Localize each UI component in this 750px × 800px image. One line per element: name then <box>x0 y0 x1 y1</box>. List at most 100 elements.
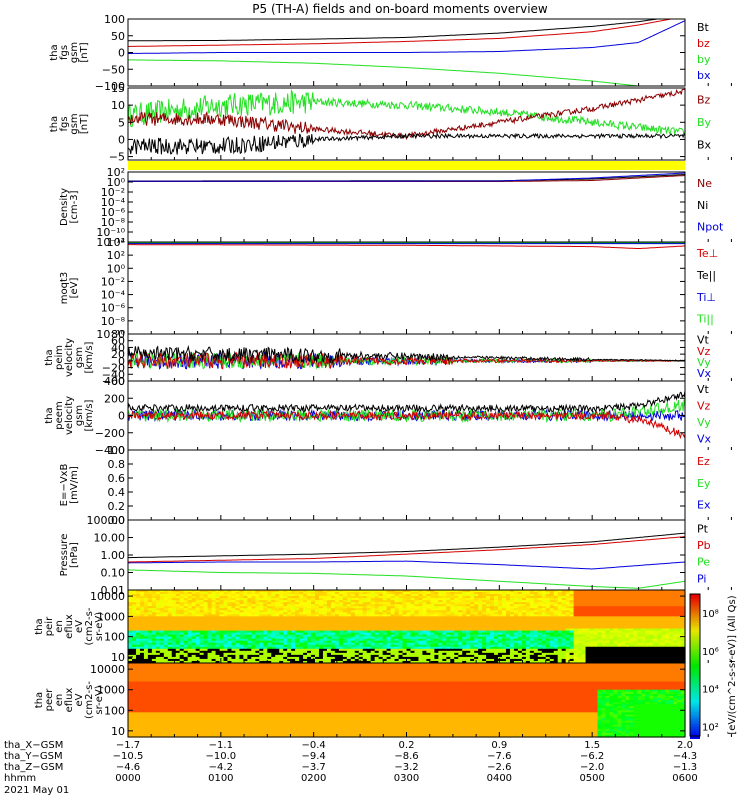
spectrogram-cell <box>167 644 173 648</box>
spectrogram-cell <box>135 652 141 656</box>
spectrogram-cell <box>338 620 344 624</box>
spectrogram-cell <box>434 648 439 652</box>
spectrogram-cell <box>295 620 300 624</box>
spectrogram-cell <box>382 592 388 595</box>
spectrogram-cell <box>187 638 193 642</box>
legend-vx: Vx <box>697 433 712 446</box>
spectrogram-cell <box>203 644 209 648</box>
spectrogram-cell <box>414 590 420 593</box>
spectrogram-cell <box>211 592 217 595</box>
spectrogram-cell <box>267 646 272 650</box>
spectrogram-cell <box>533 644 539 648</box>
spectrogram-cell <box>283 616 288 619</box>
spectrogram-cell <box>442 624 447 628</box>
spectrogram-cell <box>330 644 336 648</box>
panel-density: 10²10⁰10⁻²10⁻⁴10⁻⁶10⁻⁸10⁻¹⁰10⁻¹²Density[… <box>59 166 732 249</box>
spectrogram-cell <box>537 628 543 632</box>
spectrogram-cell <box>374 608 380 611</box>
spectrogram-cell <box>505 648 511 652</box>
spectrogram-cell <box>653 642 658 646</box>
spectrogram-cell <box>657 596 662 599</box>
spectrogram-cell <box>299 600 304 603</box>
spectrogram-cell <box>410 638 416 642</box>
spectrogram-cell <box>494 652 499 656</box>
spectrogram-cell <box>657 628 662 632</box>
spectrogram-cell <box>517 632 523 636</box>
spectrogram-cell <box>517 640 523 644</box>
spectrogram-cell <box>501 618 507 622</box>
spectrogram-cell <box>557 620 563 624</box>
spectrogram-cell <box>187 634 193 638</box>
series-Npot <box>127 172 686 182</box>
spectrogram-cell <box>402 610 408 613</box>
spectrogram-cell <box>291 616 296 619</box>
spectrogram-cell <box>641 590 646 593</box>
legend-ex: Ex <box>697 499 711 512</box>
spectrogram-cell <box>649 636 654 640</box>
spectrogram-cell <box>482 600 487 603</box>
spectrogram-cell <box>382 604 388 607</box>
spectrogram-cell <box>279 606 284 609</box>
spectrogram-cell <box>609 646 614 650</box>
spectrogram-cell <box>681 616 686 619</box>
spectrogram-cell <box>418 612 424 615</box>
spectrogram-cell <box>235 598 240 601</box>
spectrogram-cell <box>283 648 288 652</box>
spectrogram-cell <box>553 592 559 595</box>
spectrogram-cell <box>263 592 268 595</box>
spectrogram-cell <box>466 634 471 638</box>
spectrogram-cell <box>466 592 471 595</box>
spectrogram-cell <box>374 600 380 603</box>
spectrogram-cell <box>303 618 308 622</box>
spectrogram-cell <box>466 612 471 615</box>
spectrogram-cell <box>521 640 527 644</box>
spectrogram-cell <box>187 610 193 613</box>
spectrogram-cell <box>645 608 650 611</box>
spectrogram-cell <box>382 630 388 634</box>
spectrogram-cell <box>330 620 336 624</box>
spectrogram-cell <box>454 600 459 603</box>
spectrogram-cell <box>155 618 161 622</box>
spectrogram-cell <box>629 640 634 644</box>
y-axis-label-line: velocity <box>64 396 75 435</box>
spectrogram-cell <box>370 608 376 611</box>
spectrogram-cell <box>454 630 459 634</box>
spectrogram-cell <box>199 598 205 601</box>
spectrogram-cell <box>318 648 324 652</box>
spectrogram-cell <box>179 646 185 650</box>
spectrogram-cell <box>617 650 622 654</box>
spectrogram-cell <box>430 644 435 648</box>
spectrogram-cell <box>589 612 595 615</box>
spectrogram-cell <box>378 644 384 648</box>
spectrogram-cell <box>135 650 141 654</box>
spectrogram-cell <box>513 622 519 626</box>
spectrogram-cell <box>490 626 495 630</box>
spectrogram-cell <box>625 632 630 636</box>
spectrogram-cell <box>219 606 225 609</box>
spectrogram-cell <box>303 628 308 632</box>
spectrogram-cell <box>581 640 587 644</box>
spectrogram-cell <box>406 604 412 607</box>
spectrogram-cell <box>203 630 209 634</box>
spectrogram-cell <box>529 618 535 622</box>
spectrogram-cell <box>609 640 614 644</box>
spectrogram-cell <box>275 616 280 619</box>
spectrogram-cell <box>370 614 376 617</box>
spectrogram-cell <box>617 600 622 603</box>
spectrogram-cell <box>263 646 268 650</box>
spectrogram-cell <box>354 604 360 607</box>
spectrogram-cell <box>406 626 412 630</box>
spectrogram-cell <box>187 590 193 593</box>
spectrogram-cell <box>458 614 463 617</box>
spectrogram-cell <box>362 604 368 607</box>
spectrogram-cell <box>410 596 416 599</box>
spectrogram-cell <box>322 622 328 626</box>
spectrogram-cell <box>657 626 662 630</box>
spectrogram-cell <box>374 636 380 640</box>
spectrogram-cell <box>565 620 571 624</box>
y-tick-label: 80 <box>111 328 125 341</box>
spectrogram-cell <box>498 632 503 636</box>
spectrogram-cell <box>438 622 443 626</box>
spectrogram-cell <box>605 634 611 638</box>
